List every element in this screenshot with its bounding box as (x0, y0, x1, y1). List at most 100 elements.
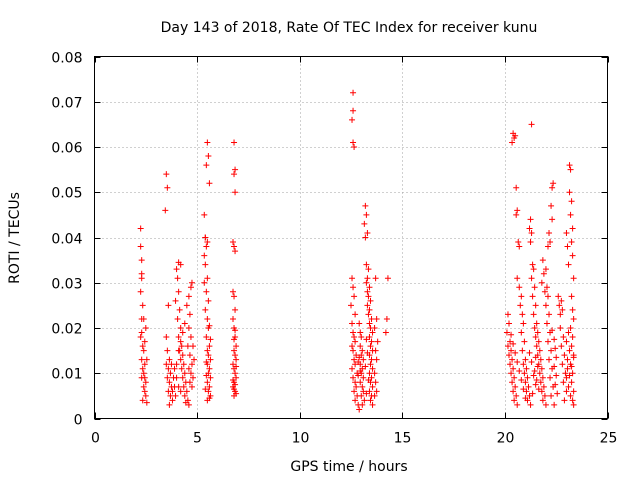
data-point (569, 334, 576, 341)
data-point (231, 347, 238, 354)
data-point (541, 288, 548, 295)
data-point (538, 388, 545, 395)
data-point (567, 211, 574, 218)
data-point (349, 275, 356, 282)
data-point (139, 397, 146, 404)
data-point (205, 388, 212, 395)
data-point (555, 293, 562, 300)
data-point (532, 334, 539, 341)
data-point (179, 329, 186, 336)
data-point (546, 356, 553, 363)
data-point (362, 202, 369, 209)
data-point (373, 356, 380, 363)
data-point (162, 207, 169, 214)
data-point (570, 388, 577, 395)
data-point (530, 311, 537, 318)
data-point (531, 367, 538, 374)
data-point (508, 347, 515, 354)
data-point (177, 261, 184, 268)
data-point (142, 379, 149, 386)
data-point (521, 338, 528, 345)
data-point (504, 343, 511, 350)
data-point (188, 383, 195, 390)
data-point (544, 338, 551, 345)
data-point (350, 89, 357, 96)
data-point (202, 306, 209, 313)
data-point (537, 379, 544, 386)
data-point (202, 234, 209, 241)
data-point (540, 383, 547, 390)
data-point (564, 243, 571, 250)
data-point (557, 325, 564, 331)
data-point (367, 397, 374, 404)
data-point (524, 374, 531, 381)
data-point (230, 315, 237, 322)
data-point (542, 401, 549, 408)
data-point (187, 370, 194, 377)
data-point (527, 216, 534, 223)
data-point (230, 377, 237, 384)
data-point (546, 311, 553, 318)
data-point (353, 352, 360, 359)
data-point (140, 347, 147, 354)
data-point (231, 171, 238, 178)
data-point (182, 399, 189, 406)
data-point (138, 329, 145, 336)
data-point (143, 399, 150, 406)
data-point (366, 388, 373, 395)
data-point (178, 343, 185, 350)
data-point (173, 266, 180, 273)
data-point (230, 239, 237, 246)
data-point (526, 392, 533, 399)
data-point (232, 370, 239, 377)
data-point (166, 401, 173, 408)
data-point (564, 365, 571, 372)
data-point (515, 239, 522, 246)
data-point (177, 325, 184, 331)
data-point (366, 306, 373, 313)
data-point (356, 354, 363, 361)
data-point (231, 139, 238, 146)
data-point (358, 334, 365, 341)
data-point (533, 320, 540, 327)
data-point (364, 288, 371, 295)
y-tick-label: 0.07 (51, 96, 82, 112)
y-tick-label: 0.03 (51, 277, 82, 293)
data-point (528, 358, 535, 365)
data-point (520, 386, 527, 393)
data-point (140, 315, 147, 322)
data-point (368, 356, 375, 363)
data-point (351, 293, 358, 300)
data-point (231, 336, 238, 343)
data-point (542, 302, 549, 309)
data-point (560, 379, 567, 386)
data-point (352, 338, 359, 345)
data-point (206, 383, 213, 390)
data-point (233, 363, 240, 370)
data-point (353, 383, 360, 390)
data-point (568, 363, 575, 370)
data-point (521, 370, 528, 377)
data-point (357, 367, 364, 374)
data-point (549, 184, 556, 191)
data-point (137, 225, 144, 232)
data-point (372, 347, 379, 354)
data-point (533, 343, 540, 350)
data-point (371, 370, 378, 377)
data-point (138, 257, 145, 264)
data-point (349, 320, 356, 327)
data-point (177, 356, 184, 363)
data-point (520, 361, 527, 368)
data-point (549, 327, 556, 334)
data-point (569, 370, 576, 377)
data-point (356, 320, 363, 327)
data-point (232, 306, 239, 313)
data-point (206, 180, 213, 187)
data-point (165, 302, 172, 309)
data-point (534, 363, 541, 370)
data-point (365, 377, 372, 384)
data-point (368, 315, 375, 322)
data-point (558, 343, 565, 350)
data-point (513, 184, 520, 191)
data-point (363, 390, 370, 397)
